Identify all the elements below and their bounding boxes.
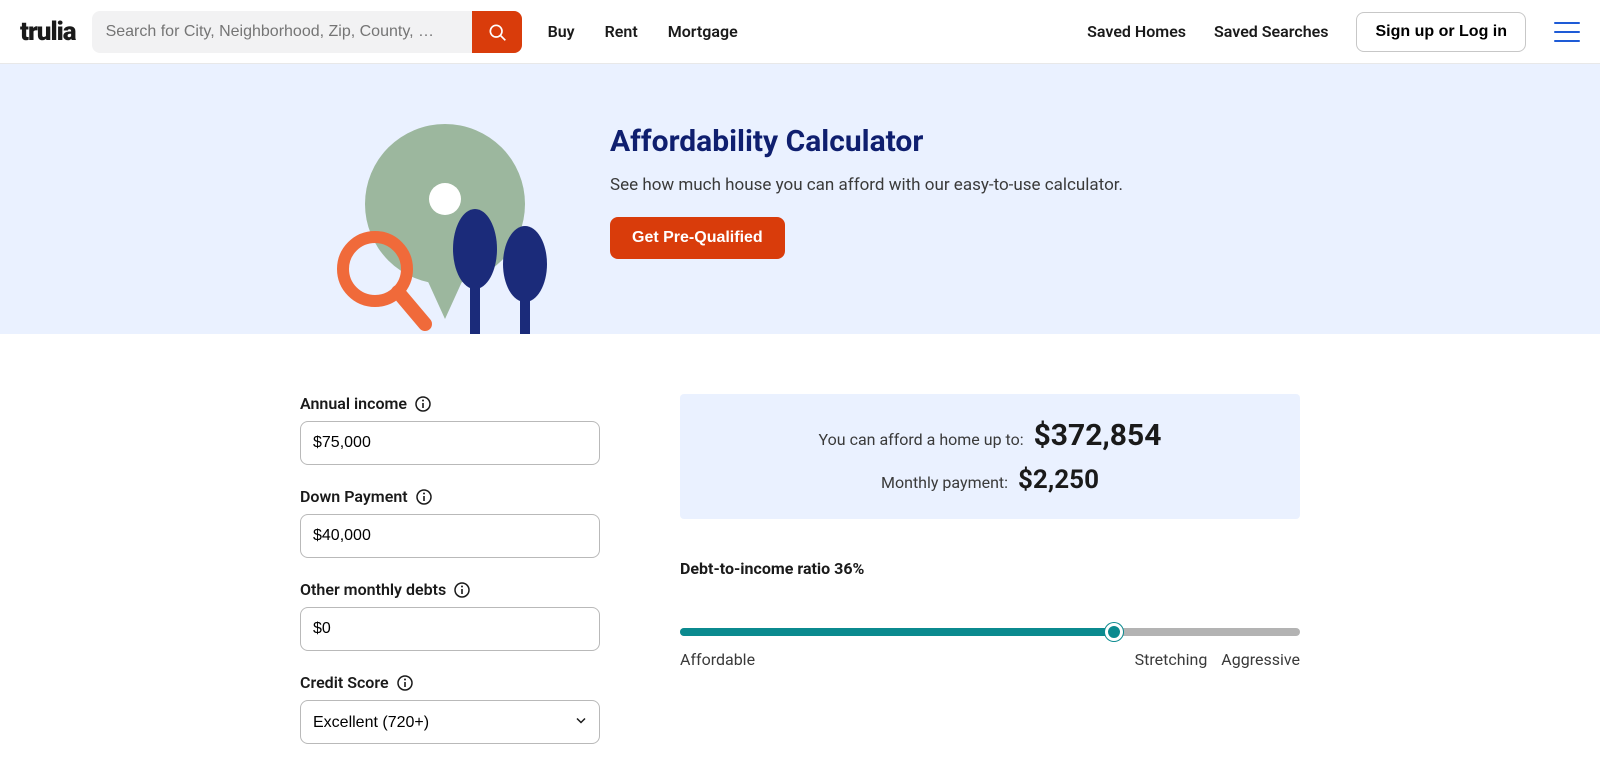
logo[interactable]: trulia bbox=[20, 17, 76, 47]
slider-label-stretching: Stretching bbox=[1135, 650, 1208, 669]
slider-track[interactable] bbox=[680, 628, 1300, 636]
calculator-section: Annual income Down Payment bbox=[0, 334, 1600, 744]
slider-thumb[interactable] bbox=[1105, 623, 1123, 641]
monthly-value: $2,250 bbox=[1018, 465, 1099, 495]
monthly-label: Monthly payment: bbox=[881, 473, 1008, 492]
search-input[interactable] bbox=[92, 11, 472, 53]
other-debts-label: Other monthly debts bbox=[300, 580, 446, 599]
down-payment-label: Down Payment bbox=[300, 487, 408, 506]
get-prequalified-button[interactable]: Get Pre-Qualified bbox=[610, 217, 785, 259]
dti-label: Debt-to-income ratio 36% bbox=[680, 559, 1300, 578]
afford-label: You can afford a home up to: bbox=[819, 430, 1024, 449]
annual-income-label: Annual income bbox=[300, 394, 407, 413]
search-button[interactable] bbox=[472, 11, 522, 53]
info-icon[interactable] bbox=[416, 489, 432, 505]
info-icon[interactable] bbox=[397, 675, 413, 691]
page-subtitle: See how much house you can afford with o… bbox=[610, 175, 1300, 195]
hero-illustration bbox=[300, 124, 610, 334]
slider-fill bbox=[680, 628, 1114, 636]
search-bar bbox=[92, 11, 522, 53]
nav-mortgage[interactable]: Mortgage bbox=[668, 22, 738, 41]
field-credit-score: Credit Score Excellent (720+) bbox=[300, 673, 600, 744]
other-debts-input[interactable] bbox=[300, 607, 600, 651]
results-column: You can afford a home up to: $372,854 Mo… bbox=[680, 394, 1300, 744]
field-other-debts: Other monthly debts bbox=[300, 580, 600, 651]
signin-button[interactable]: Sign up or Log in bbox=[1356, 12, 1526, 52]
afford-value: $372,854 bbox=[1034, 418, 1162, 453]
info-icon[interactable] bbox=[415, 396, 431, 412]
info-icon[interactable] bbox=[454, 582, 470, 598]
nav-buy[interactable]: Buy bbox=[548, 22, 575, 41]
nav-saved-homes[interactable]: Saved Homes bbox=[1087, 22, 1186, 41]
credit-score-select[interactable]: Excellent (720+) bbox=[300, 700, 600, 744]
secondary-nav: Saved Homes Saved Searches Sign up or Lo… bbox=[1087, 12, 1580, 52]
page-title: Affordability Calculator bbox=[610, 124, 1300, 159]
dti-slider: Affordable Stretching Aggressive bbox=[680, 628, 1300, 669]
field-annual-income: Annual income bbox=[300, 394, 600, 465]
inputs-column: Annual income Down Payment bbox=[300, 394, 600, 744]
credit-score-label: Credit Score bbox=[300, 673, 389, 692]
primary-nav: Buy Rent Mortgage bbox=[548, 22, 738, 41]
slider-label-affordable: Affordable bbox=[680, 650, 755, 669]
search-icon bbox=[487, 22, 507, 42]
nav-saved-searches[interactable]: Saved Searches bbox=[1214, 22, 1328, 41]
top-nav: trulia Buy Rent Mortgage Saved Homes Sav… bbox=[0, 0, 1600, 64]
field-down-payment: Down Payment bbox=[300, 487, 600, 558]
nav-rent[interactable]: Rent bbox=[605, 22, 638, 41]
down-payment-input[interactable] bbox=[300, 514, 600, 558]
affordability-result-box: You can afford a home up to: $372,854 Mo… bbox=[680, 394, 1300, 519]
hamburger-menu-icon[interactable] bbox=[1554, 22, 1580, 42]
annual-income-input[interactable] bbox=[300, 421, 600, 465]
hero-section: Affordability Calculator See how much ho… bbox=[0, 64, 1600, 334]
slider-label-aggressive: Aggressive bbox=[1221, 650, 1300, 669]
